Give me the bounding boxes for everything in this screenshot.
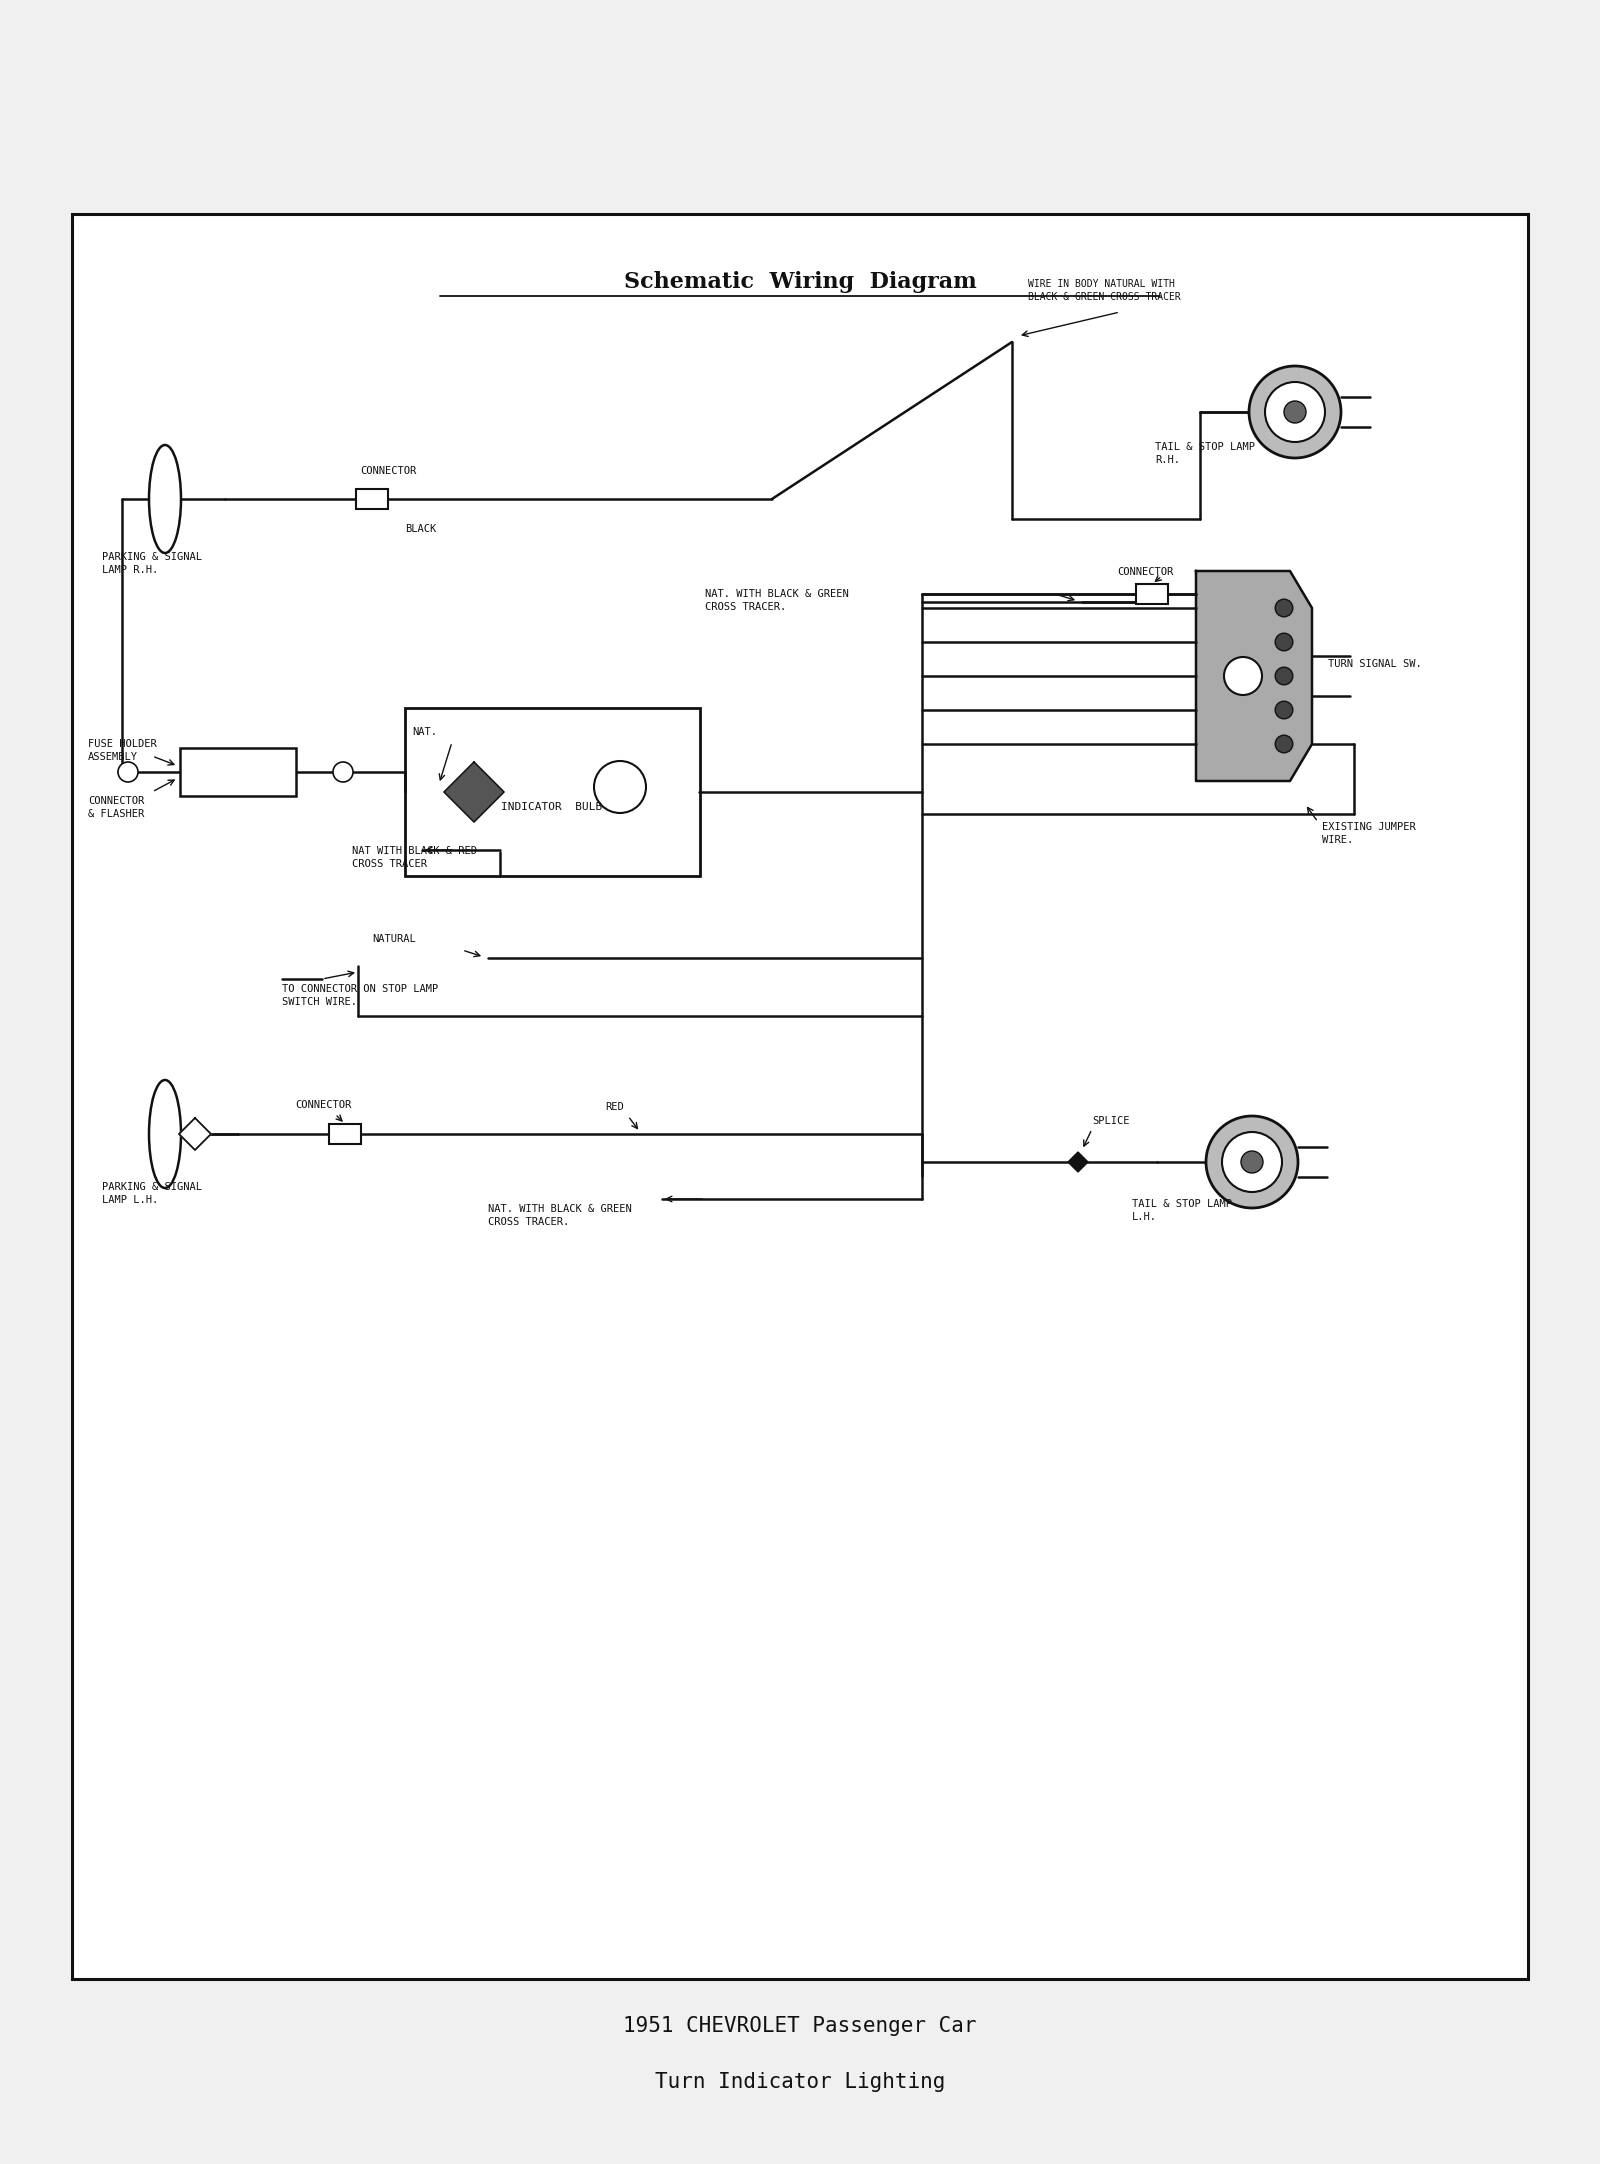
Text: INDICATOR  BULB: INDICATOR BULB [501, 803, 603, 812]
Circle shape [1275, 599, 1293, 617]
Ellipse shape [149, 1080, 181, 1188]
Text: Turn Indicator Lighting: Turn Indicator Lighting [654, 2071, 946, 2093]
Bar [405, 708, 699, 876]
Text: TAIL & STOP LAMP
L.H.: TAIL & STOP LAMP L.H. [1133, 1199, 1232, 1223]
Text: EXISTING JUMPER
WIRE.: EXISTING JUMPER WIRE. [1322, 822, 1416, 846]
Text: Schematic  Wiring  Diagram: Schematic Wiring Diagram [624, 270, 976, 292]
Text: PARKING & SIGNAL
LAMP R.H.: PARKING & SIGNAL LAMP R.H. [102, 552, 202, 576]
Text: NATURAL: NATURAL [371, 935, 416, 944]
Text: CONNECTOR: CONNECTOR [360, 465, 416, 476]
Circle shape [1206, 1117, 1298, 1208]
Text: FUSE HOLDER
ASSEMBLY: FUSE HOLDER ASSEMBLY [88, 738, 157, 762]
Text: TO CONNECTOR ON STOP LAMP
SWITCH WIRE.: TO CONNECTOR ON STOP LAMP SWITCH WIRE. [282, 985, 438, 1006]
Text: SPLICE: SPLICE [1091, 1117, 1130, 1125]
Text: CONNECTOR: CONNECTOR [294, 1099, 352, 1110]
Text: BLACK: BLACK [405, 524, 437, 535]
Circle shape [1283, 400, 1306, 422]
Circle shape [1275, 701, 1293, 718]
Ellipse shape [149, 446, 181, 554]
Text: NAT WITH BLACK & RED
CROSS TRACER: NAT WITH BLACK & RED CROSS TRACER [352, 846, 477, 870]
Text: PARKING & SIGNAL
LAMP L.H.: PARKING & SIGNAL LAMP L.H. [102, 1182, 202, 1205]
Bar [179, 749, 296, 796]
Text: WIRE IN BODY NATURAL WITH
BLACK & GREEN CROSS TRACER: WIRE IN BODY NATURAL WITH BLACK & GREEN … [1027, 279, 1181, 303]
Text: CONNECTOR: CONNECTOR [1117, 567, 1173, 578]
Bar [330, 1123, 362, 1145]
Text: TAIL & STOP LAMP
R.H.: TAIL & STOP LAMP R.H. [1155, 441, 1254, 465]
Bar [1136, 584, 1168, 604]
Circle shape [1275, 634, 1293, 651]
Polygon shape [1197, 571, 1312, 781]
Circle shape [1222, 1132, 1282, 1192]
Text: 1951 CHEVROLET Passenger Car: 1951 CHEVROLET Passenger Car [624, 2017, 976, 2036]
Text: NAT. WITH BLACK & GREEN
CROSS TRACER.: NAT. WITH BLACK & GREEN CROSS TRACER. [488, 1203, 632, 1227]
Text: CONNECTOR
& FLASHER: CONNECTOR & FLASHER [88, 796, 144, 820]
Circle shape [594, 762, 646, 814]
Circle shape [1250, 366, 1341, 459]
Text: NAT.: NAT. [413, 727, 437, 738]
Circle shape [1275, 667, 1293, 684]
Text: TURN SIGNAL SW.: TURN SIGNAL SW. [1328, 660, 1422, 669]
Circle shape [333, 762, 354, 781]
Circle shape [1266, 383, 1325, 441]
Text: RED: RED [605, 1101, 624, 1112]
Circle shape [118, 762, 138, 781]
Polygon shape [443, 762, 504, 822]
Circle shape [1224, 658, 1262, 695]
Circle shape [1242, 1151, 1262, 1173]
Bar [355, 489, 387, 509]
Polygon shape [179, 1119, 211, 1149]
Text: NAT. WITH BLACK & GREEN
CROSS TRACER.: NAT. WITH BLACK & GREEN CROSS TRACER. [706, 589, 848, 612]
FancyBboxPatch shape [72, 214, 1528, 1980]
Polygon shape [1069, 1151, 1088, 1173]
Circle shape [1275, 736, 1293, 753]
